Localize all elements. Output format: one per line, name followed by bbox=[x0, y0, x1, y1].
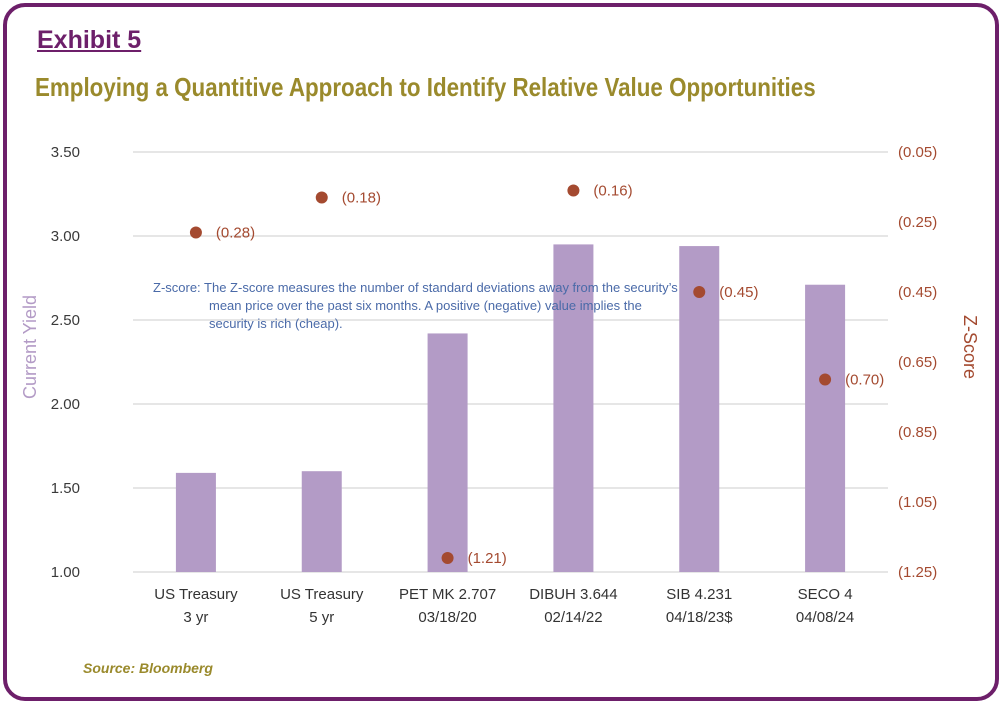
bar bbox=[679, 246, 720, 572]
y2-tick-label: (0.45) bbox=[898, 284, 937, 301]
y2-tick-label: (0.25) bbox=[898, 214, 937, 231]
category-label: 5 yr bbox=[309, 609, 334, 626]
zscore-point bbox=[819, 373, 832, 386]
y-tick-label: 1.00 bbox=[51, 564, 80, 581]
category-label: DIBUH 3.644 bbox=[529, 586, 617, 603]
y-tick-label: 1.50 bbox=[51, 480, 80, 497]
zscore-data-label: (0.70) bbox=[845, 372, 884, 389]
category-label: 03/18/20 bbox=[418, 609, 476, 626]
zscore-data-label: (0.16) bbox=[593, 183, 632, 200]
y2-tick-label: (1.05) bbox=[898, 494, 937, 511]
zscore-point bbox=[567, 184, 580, 197]
category-label: 3 yr bbox=[183, 609, 208, 626]
category-label: PET MK 2.707 bbox=[399, 586, 496, 603]
zscore-data-label: (0.18) bbox=[342, 190, 381, 207]
zscore-point bbox=[441, 552, 454, 564]
y2-tick-label: (0.05) bbox=[898, 144, 937, 161]
grid-lines bbox=[133, 151, 888, 573]
zscore-series: (0.28) (0.18) (1.21) (0.16) (0.45) (0.70) bbox=[189, 183, 884, 567]
source-note: Source: Bloomberg bbox=[83, 660, 213, 676]
zscore-point bbox=[189, 226, 202, 239]
y-axis-label: Current Yield bbox=[20, 295, 40, 399]
bar-series bbox=[175, 244, 846, 572]
category-label: 04/18/23$ bbox=[666, 609, 733, 626]
y2-tick-label: (1.25) bbox=[898, 564, 937, 581]
exhibit-label: Exhibit 5 bbox=[37, 26, 142, 54]
axis-ticks: 1.00 1.50 2.00 2.50 3.00 3.50 (1.25) (1.05) (0.8… bbox=[51, 144, 937, 581]
zscore-note: Z-score: The Z-score measures the number… bbox=[153, 280, 678, 331]
bar bbox=[175, 472, 216, 572]
category-label: SECO 4 bbox=[798, 586, 853, 603]
category-labels: US Treasury 3 yr US Treasury 5 yr PET MK 2.7… bbox=[154, 586, 854, 626]
chart-title: Employing a Quantitive Approach to Ident… bbox=[35, 72, 816, 102]
zscore-data-label: (0.28) bbox=[216, 225, 255, 242]
bar bbox=[301, 471, 342, 572]
category-label: SIB 4.231 bbox=[666, 586, 732, 603]
zscore-data-label: (1.21) bbox=[468, 550, 507, 567]
bar bbox=[553, 244, 594, 572]
category-label: US Treasury bbox=[154, 586, 238, 603]
y-tick-label: 2.50 bbox=[51, 312, 80, 329]
y2-axis-label: Z-Score bbox=[960, 315, 980, 379]
zscore-data-label: (0.45) bbox=[719, 284, 758, 301]
zscore-point bbox=[693, 286, 706, 298]
category-label: 02/14/22 bbox=[544, 609, 602, 626]
category-label: 04/08/24 bbox=[796, 609, 854, 626]
zscore-point bbox=[315, 191, 328, 204]
y-tick-label: 2.00 bbox=[51, 396, 80, 413]
y2-tick-label: (0.65) bbox=[898, 354, 937, 371]
category-label: US Treasury bbox=[280, 586, 364, 603]
bar bbox=[427, 333, 468, 572]
bar bbox=[805, 284, 846, 572]
y2-tick-label: (0.85) bbox=[898, 424, 937, 441]
y-tick-label: 3.50 bbox=[51, 144, 80, 161]
y-tick-label: 3.00 bbox=[51, 228, 80, 245]
